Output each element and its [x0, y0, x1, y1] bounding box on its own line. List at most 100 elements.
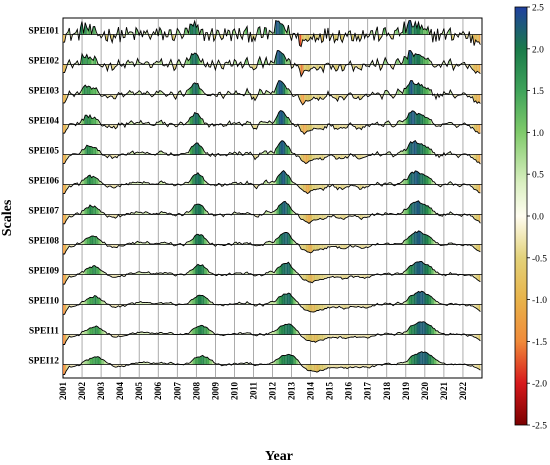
spei-area-segment: [316, 94, 319, 101]
spei-area-segment: [404, 239, 406, 245]
spei-area-segment: [196, 113, 198, 125]
spei-area-segment: [97, 150, 100, 155]
spei-area-segment: [429, 266, 432, 275]
spei-area-segment: [418, 113, 421, 125]
spei-area-segment: [435, 242, 438, 245]
spei-area-segment: [356, 214, 359, 217]
spei-area-segment: [472, 154, 475, 160]
spei-area-segment: [191, 269, 194, 275]
year-tick-label: 2002: [77, 382, 87, 401]
spei-area-segment: [283, 141, 286, 155]
spei-area-segment: [102, 271, 105, 275]
spei-area-segment: [410, 110, 413, 125]
spei-area-segment: [115, 334, 117, 338]
spei-area-segment: [421, 173, 424, 185]
spei-area-segment: [402, 149, 405, 155]
spei-area-segment: [413, 83, 416, 95]
spei-area-segment: [342, 64, 344, 71]
spei-area-segment: [285, 172, 287, 185]
spei-area-segment: [321, 34, 324, 43]
spei-area-segment: [324, 274, 327, 279]
spei-area-segment: [423, 28, 425, 35]
spei-area-segment: [305, 184, 308, 194]
spei-area-segment: [405, 208, 408, 215]
spei-area-segment: [435, 272, 438, 275]
spei-area-segment: [124, 27, 127, 38]
spei-area-segment: [429, 207, 432, 215]
spei-area-segment: [280, 203, 283, 215]
spei-area-segment: [159, 332, 162, 335]
spei-area-segment: [277, 267, 279, 275]
spei-area-segment: [66, 274, 68, 281]
spei-area-segment: [413, 293, 416, 305]
spei-area-segment: [299, 34, 302, 47]
spei-area-segment: [408, 295, 411, 305]
spei-area-segment: [478, 304, 481, 312]
spei-area-segment: [305, 64, 308, 71]
spei-area-segment: [416, 352, 419, 365]
spei-area-segment: [429, 295, 432, 305]
spei-area-segment: [424, 234, 427, 245]
spei-area-segment: [405, 148, 408, 155]
spei-area-segment: [359, 364, 362, 368]
spei-area-segment: [305, 244, 308, 252]
spei-area-segment: [337, 334, 340, 339]
spei-area-segment: [210, 360, 213, 365]
scale-label: SPEI02: [28, 57, 59, 67]
spei-area-segment: [63, 334, 65, 345]
spei-area-segment: [426, 117, 429, 125]
spei-area-segment: [412, 80, 414, 95]
spei-area-segment: [402, 179, 405, 185]
spei-area-segment: [282, 81, 284, 95]
spei-area-segment: [415, 323, 417, 335]
spei-area-segment: [91, 297, 94, 305]
spei-area-segment: [339, 274, 341, 278]
spei-line: [63, 200, 481, 225]
spei-area-segment: [321, 364, 324, 371]
spei-area-segment: [434, 299, 436, 305]
spei-area-segment: [413, 354, 416, 365]
spei-area-segment: [288, 354, 290, 365]
colorbar-tick-label: -1.5: [532, 338, 547, 348]
spei-area-segment: [185, 182, 187, 185]
spei-area-segment: [307, 304, 310, 312]
spei-area-segment: [307, 94, 310, 101]
spei-area-segment: [416, 322, 419, 335]
spei-area-segment: [199, 88, 202, 95]
scale-labels: SPEI01 SPEI02 SPEI03 SPEI04 SPEI05 SPEI06 SPEI…: [28, 27, 59, 367]
spei-area-segment: [358, 64, 360, 69]
spei-area-segment: [89, 236, 92, 245]
spei-area-segment: [435, 301, 438, 305]
spei-area-segment: [358, 154, 360, 159]
spei-area-segment: [302, 154, 305, 163]
spei-area-segment: [96, 147, 98, 155]
spei-area-segment: [96, 296, 98, 305]
spei-area-segment: [275, 83, 278, 95]
spei-area-segment: [63, 154, 65, 164]
scale-row-spei12: [63, 351, 482, 376]
spei-area-segment: [193, 144, 195, 155]
spei-area-segment: [201, 295, 203, 305]
spei-area-segment: [96, 325, 98, 335]
spei-area-segment: [410, 295, 413, 305]
spei-area-segment: [429, 325, 432, 335]
spei-area-segment: [278, 50, 281, 65]
spei-area-segment: [359, 334, 362, 338]
spei-area-segment: [307, 124, 310, 132]
spei-area-segment: [275, 329, 278, 335]
x-axis-title: Year: [265, 449, 293, 464]
spei-area-segment: [96, 207, 98, 215]
spei-area-segment: [399, 120, 402, 125]
scale-label: SPEI08: [28, 237, 59, 247]
spei-area-segment: [269, 150, 271, 155]
spei-area-segment: [413, 262, 416, 275]
spei-area-segment: [350, 334, 352, 338]
spei-line: [62, 110, 481, 135]
spei-area-segment: [426, 352, 429, 365]
spei-area-segment: [85, 359, 87, 365]
spei-area-segment: [364, 184, 367, 188]
spei-area-segment: [289, 354, 292, 365]
spei-area-segment: [255, 154, 257, 160]
colorbar-tick-label: -1.0: [532, 296, 547, 306]
spei-area-segment: [309, 214, 311, 224]
